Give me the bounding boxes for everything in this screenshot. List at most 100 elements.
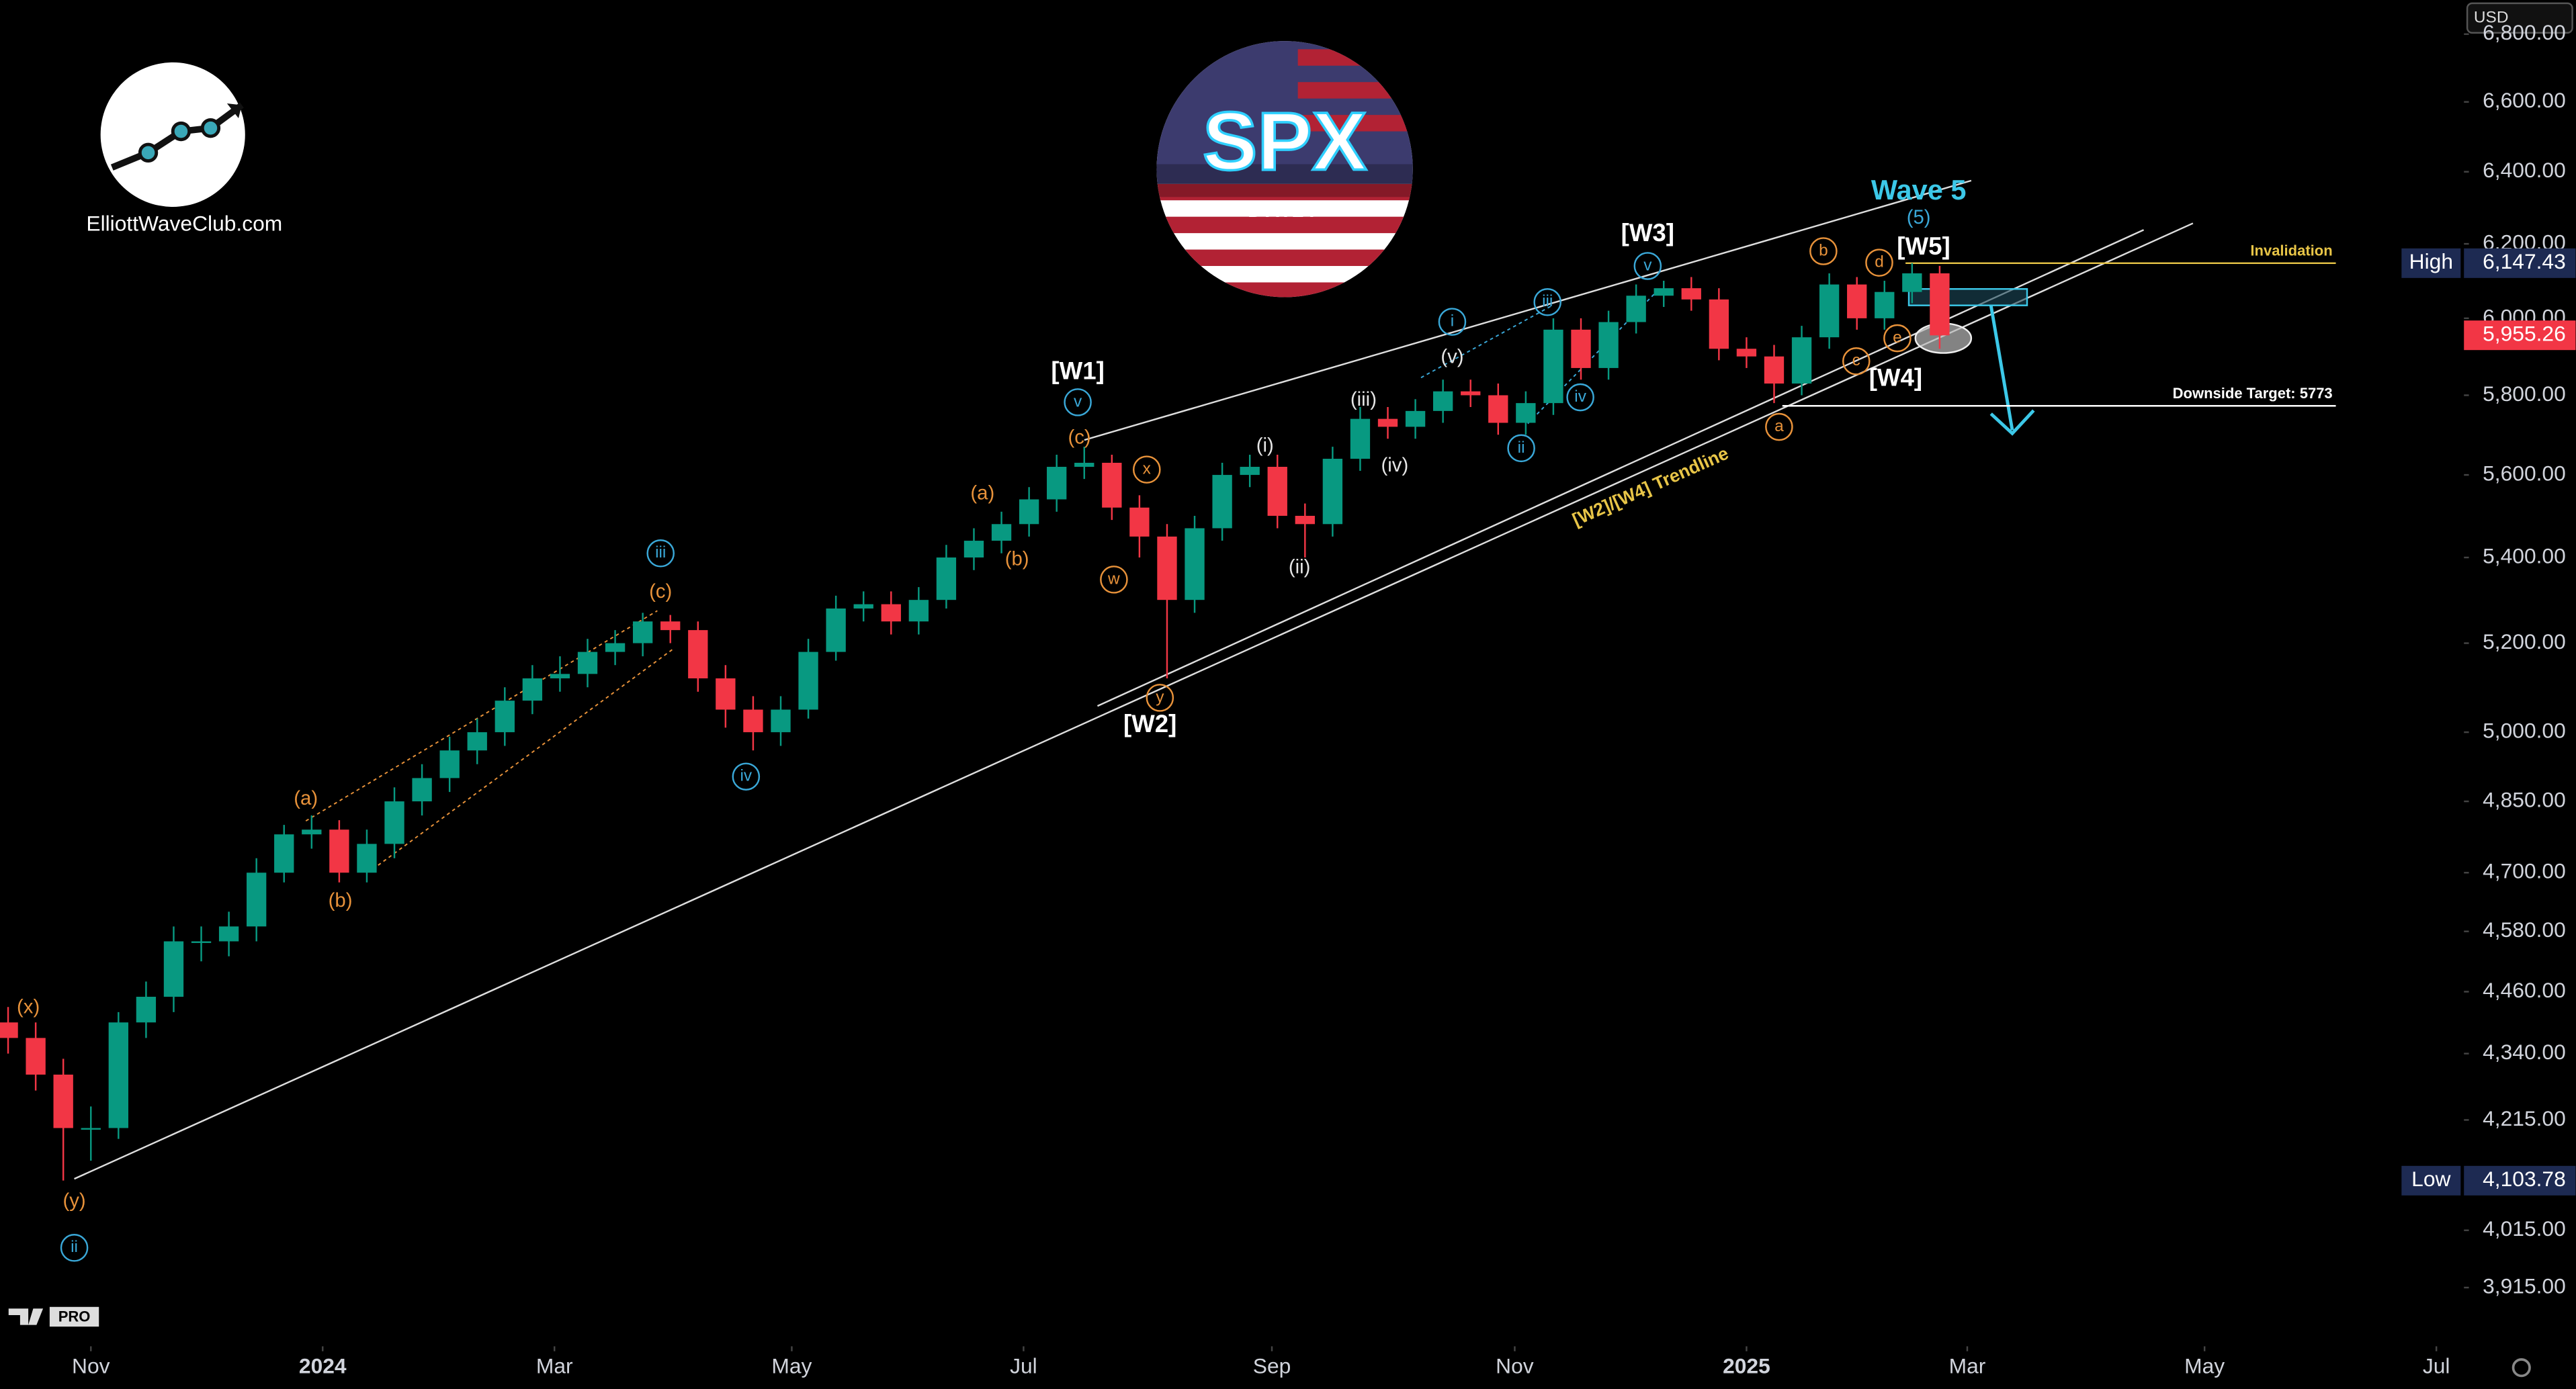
site-logo [100,62,245,207]
candle-body [853,604,873,609]
candle-body [936,557,957,600]
candle-body [743,709,763,733]
price-label-box [2464,1165,2576,1196]
wave-label: iii [655,543,666,562]
candle-body [0,1022,18,1038]
candle-body [1157,536,1177,600]
x-tick-label: 2025 [1723,1354,1770,1378]
x-tick-label: May [2184,1354,2225,1378]
x-tick-label: 2024 [299,1354,347,1378]
candle-body [218,926,239,942]
platform-logo [8,1306,99,1327]
spx-logo-title: SPX [1203,95,1367,187]
wave-label: y [1156,688,1164,706]
candle-body [1047,467,1067,500]
wave-label: iii [1542,292,1553,310]
candle-body [1129,507,1150,537]
candle-body [1598,322,1619,368]
x-tick-label: Jul [1010,1354,1037,1378]
candle-body [1405,410,1426,427]
settings-icon[interactable] [2511,1358,2531,1378]
wave-label: (b) [329,889,353,911]
candle-body [163,941,184,997]
candle-body [771,709,791,733]
wave-label: x [1143,460,1151,478]
wave-circle [1533,288,1562,316]
price-label: 5,955.26 [2483,322,2566,346]
wave-label: [W4] [1869,363,1922,391]
x-tick-label: Sep [1253,1354,1291,1378]
wave-circle [1100,566,1128,594]
wave-label: [W5] [1897,232,1950,260]
level-label: Invalidation [2250,242,2332,259]
candle-body [577,652,598,674]
candle-body [632,621,653,643]
wave-circle [732,762,761,791]
price-label-name: Low [2411,1167,2451,1191]
candle-body [274,834,294,873]
candle-body [1847,284,1867,318]
candle-body [522,678,543,701]
wave-circle [1146,684,1174,712]
candle-body [1102,463,1122,508]
y-tick-label: 4,700.00 [2483,859,2566,883]
y-tick-label: 4,580.00 [2483,917,2566,942]
candle-body [881,604,901,622]
wave-circle [60,1234,89,1262]
candle-body [1709,299,1729,349]
candle-body [384,801,404,844]
wave-circle [1633,252,1662,280]
wave-label: [W1] [1051,357,1104,385]
x-tick-label: Nov [72,1354,110,1378]
candle-body [1681,288,1701,300]
x-tick-label: May [771,1354,812,1378]
x-tick-label: Mar [536,1354,573,1378]
candle-body [1185,528,1205,600]
candle-body [605,643,626,652]
candle-body [1819,284,1840,338]
site-name: ElliottWaveClub.com [86,211,282,235]
candle-body [412,778,432,802]
candle-body [1350,418,1371,459]
y-tick-label: 4,340.00 [2483,1040,2566,1064]
candle-body [1626,296,1646,322]
candle-body [1516,403,1536,423]
candle-body [1322,459,1343,525]
candle-body [467,732,487,751]
wave-label: (x) [17,996,40,1018]
candle-body [1074,463,1094,467]
candle-body [716,678,736,710]
wave-circle [1865,249,1893,277]
wave-circle [1842,347,1871,375]
candle-body [1295,515,1315,525]
candle-body [1461,391,1481,396]
wave-label: (a) [970,482,994,504]
wave-label: v [1643,256,1652,274]
wave-label: [W2] [1123,710,1176,737]
wave-circle [1566,383,1594,412]
price-label: 6,147.43 [2483,249,2566,273]
wave-label: c [1852,351,1860,369]
candle-body [1240,467,1260,476]
wave-label: iv [1574,388,1586,406]
candle-body [1212,475,1232,529]
candle-body [550,674,570,678]
wave-label: (v) [1441,346,1463,368]
wave-circle [1765,412,1793,441]
wave-label: v [1074,392,1082,410]
wave-label: (i) [1256,435,1274,457]
candle-body [329,830,349,873]
candle-body [908,600,929,622]
spx-logo-subtitle: DAILY [1248,199,1322,222]
candle-body [1432,391,1453,411]
wave-label: (ii) [1289,556,1311,578]
wave-label: (iii) [1350,388,1377,410]
price-label-box [2464,320,2576,351]
wave-label: ii [1518,439,1525,457]
price-label-box [2464,248,2576,278]
currency-box[interactable] [2466,2,2573,34]
candle-body [1902,273,1922,292]
candle-body [247,872,267,927]
candle-body [1019,499,1039,525]
y-tick-label: 5,000.00 [2483,719,2566,743]
